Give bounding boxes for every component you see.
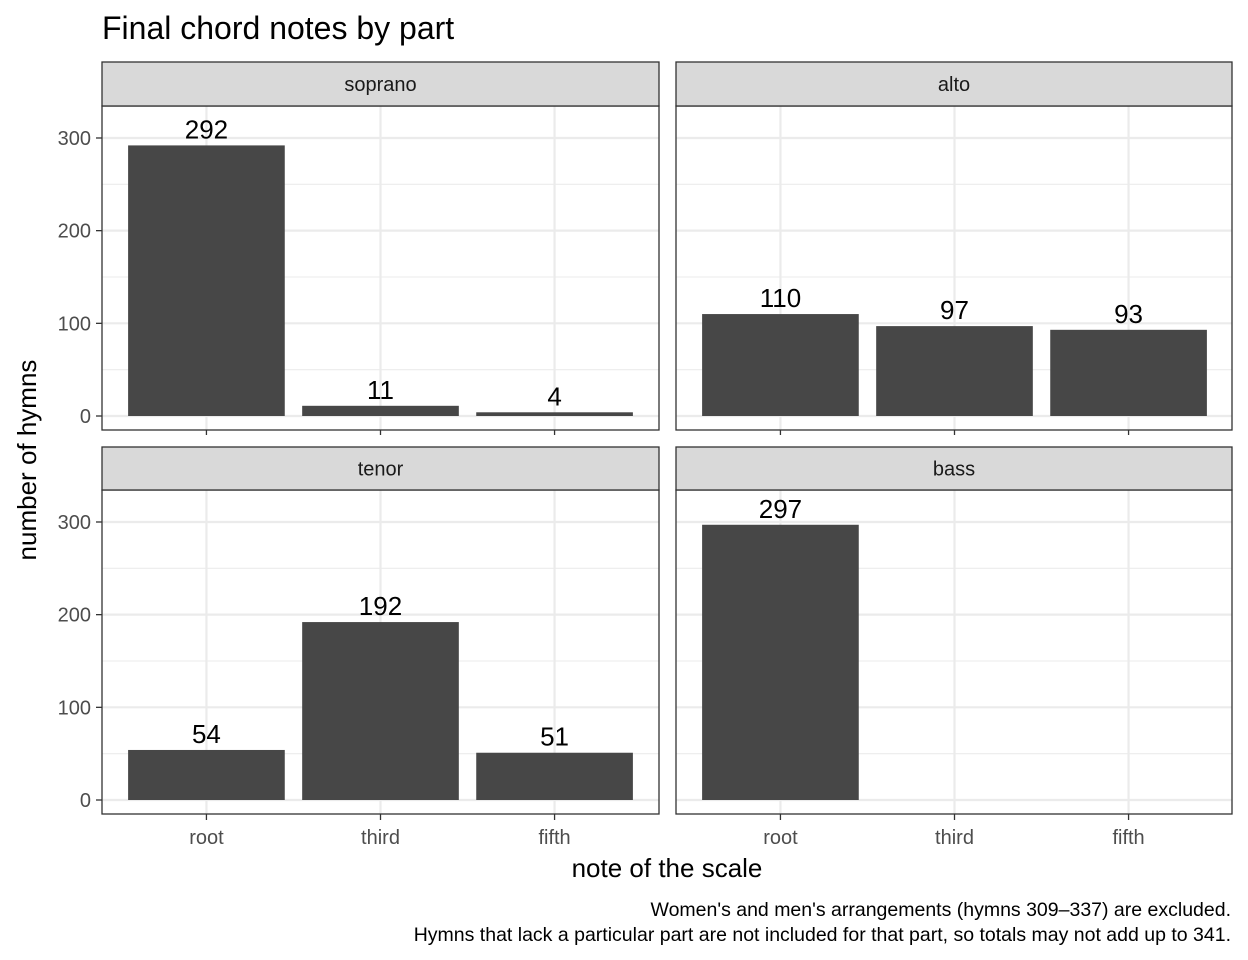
x-tick-label-third: third [361,827,400,849]
y-tick-label: 0 [80,406,91,428]
bar-bass-root [702,524,859,800]
y-tick-label: 300 [58,128,91,150]
facet-strip [101,446,660,491]
bar-label-tenor-root: 54 [192,719,221,749]
bar-alto-root [702,314,859,416]
facet-panel-soprano: 292 11 4 soprano 0 100 200 300 [58,61,660,435]
bar-soprano-root [128,145,285,416]
bar-tenor-root [128,749,285,800]
x-axis-title: note of the scale [572,853,763,883]
y-tick-label: 200 [58,221,91,243]
facet-strip [101,61,660,107]
bar-alto-third [876,326,1033,416]
facet-strip-label: tenor [358,459,404,481]
bar-tenor-fifth [476,752,633,800]
y-axis-title: number of hymns [12,360,42,561]
caption-line-2: Hymns that lack a particular part are no… [414,924,1231,946]
chart-title: Final chord notes by part [102,10,454,46]
bar-label-alto-root: 110 [760,283,801,313]
bar-soprano-fifth [476,412,633,416]
x-tick-label-fifth: fifth [538,827,570,849]
x-tick-label-third: third [935,827,974,849]
facet-strip-label: soprano [344,74,416,96]
facet-strip-label: bass [933,459,975,481]
bar-label-bass-root: 297 [759,494,802,524]
y-tick-label: 100 [58,697,91,719]
facet-strip [675,61,1233,107]
facet-strip-label: alto [938,74,970,96]
y-tick-label: 100 [58,313,91,335]
bar-tenor-third [302,622,459,800]
x-tick-label-root: root [763,827,798,849]
y-tick-label: 200 [58,605,91,627]
bar-label-alto-third: 97 [940,295,969,325]
facet-panel-bass: 297 bass root third fifth [675,446,1233,849]
bar-alto-fifth [1050,329,1207,416]
facet-strip [675,446,1233,491]
y-tick-label: 300 [58,512,91,534]
bar-soprano-third [302,405,459,416]
y-tick-label: 0 [80,790,91,812]
x-tick-label-root: root [189,827,224,849]
x-tick-label-fifth: fifth [1112,827,1144,849]
bar-label-soprano-root: 292 [185,114,228,144]
bar-label-soprano-third: 11 [367,375,394,405]
facet-panel-tenor: 54 192 51 tenor 0 100 200 300 root third fifth [58,446,660,849]
bar-label-tenor-fifth: 51 [540,722,569,752]
caption-line-1: Women's and men's arrangements (hymns 30… [651,899,1231,921]
facet-panel-alto: 110 97 93 alto [675,61,1233,435]
bar-label-alto-fifth: 93 [1114,299,1143,329]
bar-label-tenor-third: 192 [359,591,402,621]
bar-label-soprano-fifth: 4 [547,381,561,411]
